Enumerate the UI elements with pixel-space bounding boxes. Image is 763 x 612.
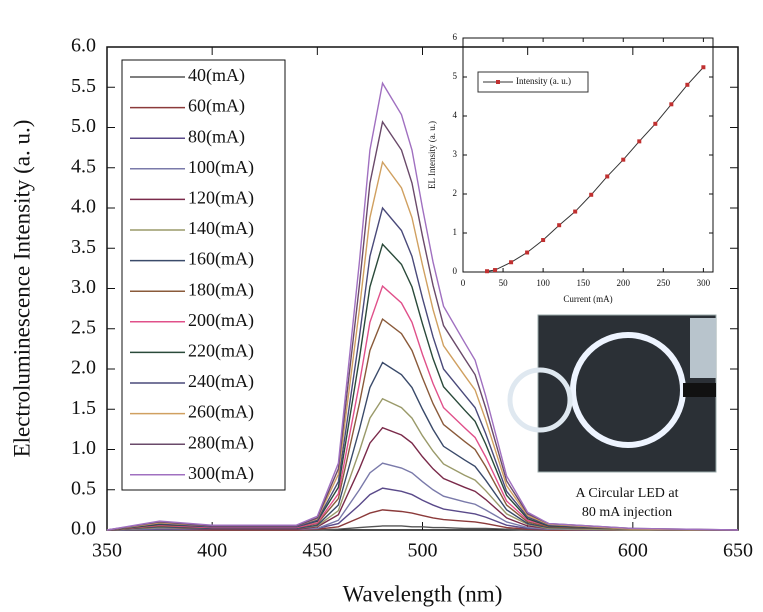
y-tick-label: 0.0 — [71, 518, 96, 540]
data-point — [557, 223, 562, 228]
data-point — [621, 157, 626, 162]
x-tick-label: 400 — [197, 540, 227, 562]
y-tick-label: 2.5 — [71, 316, 96, 338]
data-point — [685, 82, 690, 87]
legend-label: 80(mA) — [188, 126, 245, 147]
x-tick-label: 300 — [697, 278, 711, 288]
legend-label: 280(mA) — [188, 432, 254, 453]
spectrum-line — [106, 81, 739, 531]
y-tick-label: 5.5 — [71, 75, 96, 97]
legend-label: 200(mA) — [188, 310, 254, 331]
x-tick-label: 0 — [461, 278, 466, 288]
x-axis-label: Current (mA) — [563, 294, 612, 304]
data-point — [589, 192, 594, 197]
data-point — [541, 238, 546, 243]
y-tick-label: 5.0 — [71, 115, 96, 137]
photo-caption: A Circular LED at — [575, 486, 678, 501]
y-tick-label: 4.5 — [71, 155, 96, 177]
legend-label: Intensity (a. u.) — [516, 76, 571, 86]
y-tick-label: 3.5 — [71, 236, 96, 258]
x-tick-label: 200 — [617, 278, 631, 288]
spectrum-line — [106, 361, 739, 531]
y-tick-label: 2 — [453, 188, 458, 198]
y-tick-label: 0.5 — [71, 477, 96, 499]
data-point — [573, 209, 578, 214]
legend-label: 60(mA) — [188, 96, 245, 117]
y-axis-label: EL Intensity (a. u.) — [427, 121, 437, 189]
photo-caption: 80 mA injection — [582, 505, 672, 520]
data-point — [653, 121, 658, 126]
x-tick-label: 250 — [657, 278, 671, 288]
x-tick-label: 600 — [618, 540, 648, 562]
data-point — [485, 269, 490, 274]
x-tick-label: 550 — [513, 540, 543, 562]
legend-label: 220(mA) — [188, 341, 254, 362]
x-tick-label: 350 — [92, 540, 122, 562]
x-tick-label: 50 — [499, 278, 509, 288]
y-tick-label: 1.0 — [71, 437, 96, 459]
spectrum-line — [106, 462, 738, 531]
data-point — [493, 268, 498, 273]
legend-box — [121, 59, 286, 491]
legend-label: 120(mA) — [188, 188, 254, 209]
legend-label: 160(mA) — [188, 249, 254, 270]
legend-label: 260(mA) — [188, 402, 254, 423]
y-tick-label: 2.0 — [71, 357, 96, 379]
legend-marker — [496, 80, 500, 84]
spectrum-line — [106, 206, 739, 531]
x-tick-label: 150 — [576, 278, 590, 288]
x-tick-label: 100 — [536, 278, 550, 288]
legend-label: 40(mA) — [188, 65, 245, 86]
y-tick-label: 5 — [453, 71, 458, 81]
y-tick-label: 6.0 — [71, 35, 96, 57]
data-point — [669, 102, 674, 107]
trend-line — [486, 66, 704, 272]
x-axis-label: Wavelength (nm) — [343, 581, 503, 606]
spectrum-line — [106, 284, 739, 531]
y-tick-label: 4 — [453, 110, 458, 120]
legend-box — [477, 71, 589, 93]
led-photo — [507, 314, 717, 473]
x-tick-label: 500 — [408, 540, 438, 562]
legend-label: 180(mA) — [188, 279, 254, 300]
y-tick-label: 0 — [453, 266, 458, 276]
legend-label: 300(mA) — [188, 463, 254, 484]
data-point — [525, 250, 530, 255]
data-point — [701, 65, 706, 70]
legend-label: 140(mA) — [188, 218, 254, 239]
y-tick-label: 1.5 — [71, 397, 96, 419]
x-tick-label: 650 — [723, 540, 753, 562]
data-point — [637, 139, 642, 144]
y-tick-label: 1 — [453, 227, 458, 237]
data-point — [509, 260, 514, 265]
spectrum-line — [106, 509, 738, 531]
spectrum-line — [106, 120, 739, 531]
y-tick-label: 3.0 — [71, 276, 96, 298]
y-tick-label: 6 — [453, 32, 458, 42]
x-tick-label: 450 — [302, 540, 332, 562]
y-axis-label: Electroluminescence Intensity (a. u.) — [9, 120, 34, 458]
data-point — [605, 174, 610, 179]
y-tick-label: 3 — [453, 149, 458, 159]
legend-label: 100(mA) — [188, 157, 254, 178]
spectrum-line — [106, 426, 738, 531]
y-tick-label: 4.0 — [71, 196, 96, 218]
legend-label: 240(mA) — [188, 371, 254, 392]
